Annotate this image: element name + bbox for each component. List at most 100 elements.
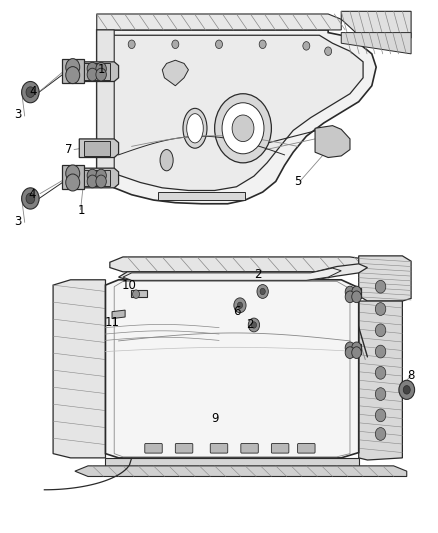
Circle shape (259, 40, 266, 49)
Circle shape (345, 286, 355, 298)
Text: 3: 3 (14, 109, 22, 122)
Circle shape (375, 427, 386, 440)
Circle shape (172, 40, 179, 49)
Circle shape (87, 169, 98, 182)
Ellipse shape (183, 108, 207, 148)
Ellipse shape (160, 150, 173, 171)
Circle shape (375, 324, 386, 337)
Circle shape (26, 87, 35, 98)
Circle shape (237, 302, 243, 309)
Circle shape (96, 68, 106, 81)
Circle shape (96, 62, 106, 75)
Polygon shape (346, 344, 361, 354)
Circle shape (257, 285, 268, 298)
Text: 11: 11 (105, 316, 120, 329)
FancyBboxPatch shape (175, 443, 193, 453)
Text: 10: 10 (122, 279, 137, 292)
Circle shape (215, 94, 272, 163)
Text: 2: 2 (254, 268, 262, 281)
Circle shape (325, 47, 332, 55)
Circle shape (66, 59, 80, 76)
Polygon shape (106, 35, 363, 190)
Circle shape (375, 345, 386, 358)
Circle shape (352, 286, 361, 298)
Circle shape (21, 188, 39, 209)
Polygon shape (79, 139, 119, 158)
Circle shape (375, 367, 386, 379)
Text: 4: 4 (28, 188, 36, 201)
Circle shape (375, 387, 386, 400)
Circle shape (251, 322, 257, 328)
Polygon shape (315, 126, 350, 158)
Circle shape (352, 347, 361, 359)
Text: 6: 6 (233, 305, 240, 318)
Text: 4: 4 (30, 85, 37, 98)
Text: 7: 7 (65, 143, 72, 156)
Polygon shape (341, 11, 411, 38)
Circle shape (26, 193, 35, 204)
Polygon shape (97, 30, 114, 188)
Circle shape (66, 174, 80, 191)
FancyBboxPatch shape (241, 443, 258, 453)
Polygon shape (131, 290, 147, 297)
Polygon shape (359, 301, 403, 460)
Polygon shape (110, 257, 385, 272)
Polygon shape (119, 264, 367, 280)
Polygon shape (84, 141, 110, 156)
Polygon shape (84, 169, 110, 186)
Polygon shape (112, 310, 125, 319)
Polygon shape (106, 458, 359, 466)
Text: 3: 3 (14, 215, 22, 228)
Circle shape (248, 318, 260, 332)
Circle shape (303, 42, 310, 50)
Polygon shape (79, 62, 119, 82)
Polygon shape (359, 256, 411, 301)
Circle shape (232, 115, 254, 142)
Text: 1: 1 (78, 204, 85, 217)
Circle shape (66, 67, 80, 84)
Polygon shape (346, 288, 361, 298)
Text: 9: 9 (211, 411, 219, 424)
Circle shape (96, 175, 106, 188)
Polygon shape (97, 30, 376, 204)
Circle shape (21, 82, 39, 103)
Circle shape (87, 175, 98, 188)
Circle shape (375, 280, 386, 293)
Circle shape (133, 290, 140, 298)
Text: 2: 2 (246, 319, 253, 332)
Circle shape (66, 165, 80, 182)
Circle shape (128, 40, 135, 49)
Circle shape (403, 385, 410, 394)
Text: 8: 8 (407, 369, 415, 382)
Polygon shape (62, 165, 84, 189)
Polygon shape (341, 33, 411, 54)
Circle shape (87, 68, 98, 81)
Circle shape (375, 303, 386, 316)
Polygon shape (162, 60, 188, 86)
Polygon shape (97, 14, 341, 30)
Polygon shape (84, 63, 110, 80)
Polygon shape (123, 268, 341, 280)
FancyBboxPatch shape (297, 443, 315, 453)
Polygon shape (53, 280, 106, 458)
Polygon shape (75, 466, 407, 477)
Circle shape (215, 40, 223, 49)
FancyBboxPatch shape (210, 443, 228, 453)
Polygon shape (158, 192, 245, 200)
Circle shape (345, 342, 355, 354)
FancyBboxPatch shape (272, 443, 289, 453)
Circle shape (234, 298, 246, 313)
Circle shape (345, 291, 355, 303)
Circle shape (352, 342, 361, 354)
Text: 5: 5 (294, 175, 301, 188)
Circle shape (375, 409, 386, 422)
Circle shape (96, 169, 106, 182)
Circle shape (345, 347, 355, 359)
Polygon shape (106, 280, 359, 458)
Circle shape (222, 103, 264, 154)
FancyBboxPatch shape (145, 443, 162, 453)
Ellipse shape (187, 114, 203, 143)
Circle shape (87, 62, 98, 75)
Circle shape (260, 288, 265, 295)
Text: 1: 1 (97, 63, 105, 76)
